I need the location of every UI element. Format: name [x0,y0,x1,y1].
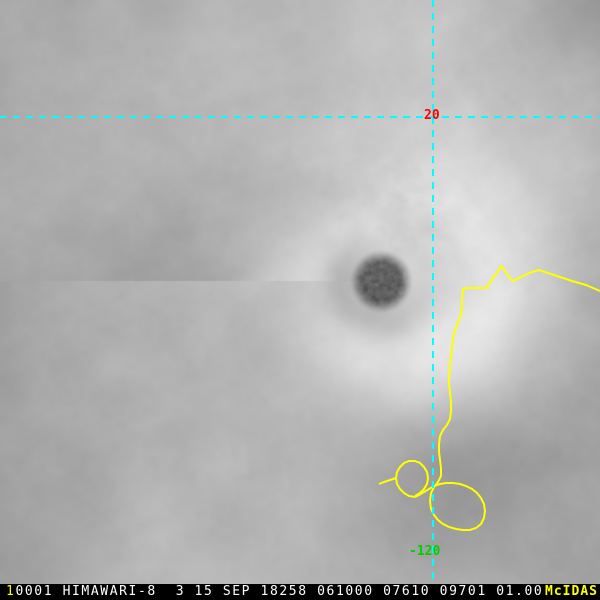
status-bar-metadata: 0001 HIMAWARI-8 3 15 SEP 18258 061000 07… [15,584,544,599]
gridline-latitude-20 [0,116,600,118]
frame-number-label: 1 [6,584,16,599]
status-bar-text: 10001 HIMAWARI-8 3 15 SEP 18258 061000 0… [6,584,543,600]
mcidas-brand-label: McIDAS [545,584,598,599]
grid-label-longitude: -120 [409,544,441,559]
grid-label-latitude: 20 [424,108,440,123]
status-bar: 10001 HIMAWARI-8 3 15 SEP 18258 061000 0… [0,584,600,600]
gridline-longitude-minus120 [432,0,434,584]
